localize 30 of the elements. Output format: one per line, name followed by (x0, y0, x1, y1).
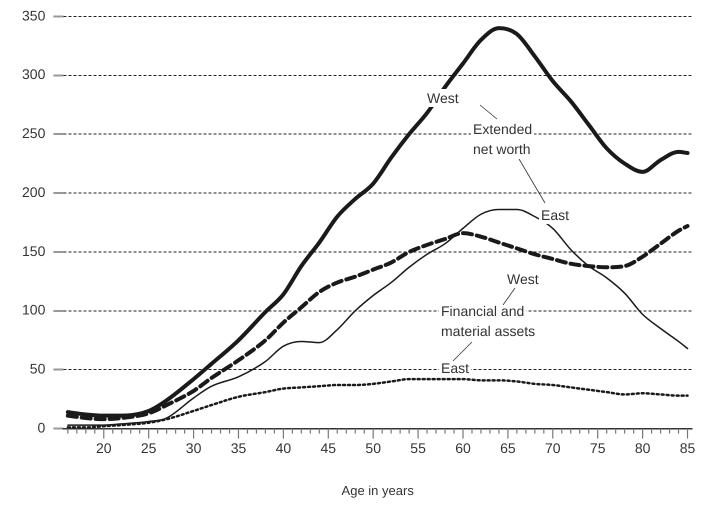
x-tick-label: 75 (590, 440, 606, 456)
x-tick-label: 85 (680, 440, 696, 456)
annotation: West (507, 271, 539, 287)
x-tick-label: 70 (545, 440, 561, 456)
y-tick-label: 300 (22, 66, 46, 82)
x-tick-label: 50 (365, 440, 382, 456)
line-series (66, 26, 690, 418)
x-tick-label: 65 (500, 440, 516, 456)
y-tick-label: 0 (38, 419, 46, 436)
x-tick-label: 60 (455, 440, 471, 456)
y-tick-label: 350 (22, 7, 46, 24)
annotation: Financial and material assets (441, 303, 536, 339)
x-tick-label: 40 (276, 440, 292, 456)
x-axis-title: Age in years (342, 482, 414, 498)
x-tick-label: 55 (410, 440, 426, 456)
x-tick-label: 30 (186, 440, 202, 456)
x-tick-label: 35 (230, 440, 246, 456)
annotation: West (427, 90, 459, 106)
y-tick-label: 50 (30, 360, 46, 377)
y-tick-label: 250 (22, 125, 46, 142)
annotation: East (441, 360, 470, 376)
y-tick-label: 200 (22, 184, 46, 200)
y-tick-label: 100 (22, 302, 46, 318)
annotation: Extended net worth (473, 121, 532, 157)
x-tick-label: 20 (96, 440, 112, 456)
y-tick-label: 150 (22, 242, 46, 259)
x-tick-label: 80 (634, 440, 651, 456)
annotation: East (541, 207, 570, 223)
x-tick-label: 25 (140, 440, 157, 456)
x-tick-label: 45 (320, 440, 336, 456)
